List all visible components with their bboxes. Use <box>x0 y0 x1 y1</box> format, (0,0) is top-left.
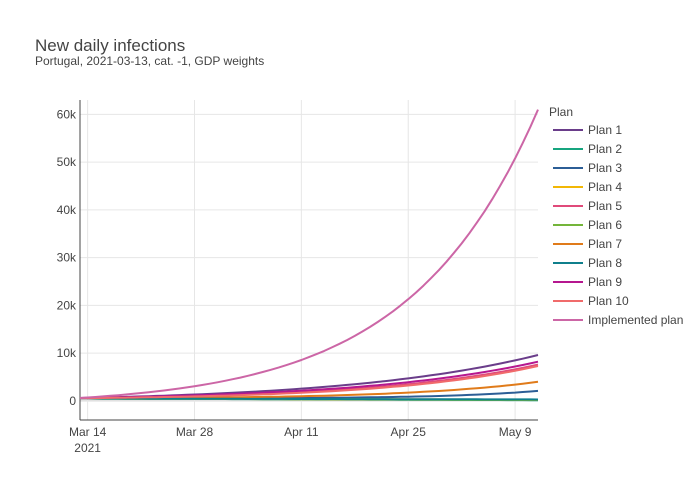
legend-title: Plan <box>549 105 573 119</box>
chart-title: New daily infections <box>35 36 186 55</box>
series-line-10 <box>79 365 539 400</box>
legend-label: Plan 7 <box>588 237 622 251</box>
legend-label: Plan 8 <box>588 256 622 270</box>
y-tick-label: 50k <box>57 155 77 169</box>
legend-label: Plan 5 <box>588 199 622 213</box>
legend-label: Plan 9 <box>588 275 622 289</box>
y-tick-label: 30k <box>57 251 77 265</box>
legend-label: Plan 3 <box>588 161 622 175</box>
y-tick-label: 10k <box>57 346 77 360</box>
x-tick-label: Apr 25 <box>391 425 427 439</box>
series-line-8 <box>80 397 539 401</box>
x-tick-label: Mar 14 <box>69 425 107 439</box>
legend-label: Plan 4 <box>588 180 622 194</box>
x-tick-label: Apr 11 <box>284 425 319 439</box>
y-tick-label: 0 <box>69 394 76 408</box>
y-tick-label: 40k <box>57 203 77 217</box>
legend-label: Plan 2 <box>588 142 622 156</box>
legend-label: Plan 1 <box>588 123 622 137</box>
series-line-11 <box>79 109 539 399</box>
y-tick-label: 20k <box>57 298 77 312</box>
chart-subtitle: Portugal, 2021-03-13, cat. -1, GDP weigh… <box>35 54 265 68</box>
y-tick-label: 60k <box>57 107 77 121</box>
legend-label: Implemented plan <box>588 313 683 327</box>
x-tick-label: May 9 <box>499 425 532 439</box>
x-tick-sublabel: 2021 <box>74 441 101 455</box>
legend-label: Plan 10 <box>588 294 629 308</box>
legend-label: Plan 6 <box>588 218 622 232</box>
x-tick-label: Mar 28 <box>176 425 214 439</box>
